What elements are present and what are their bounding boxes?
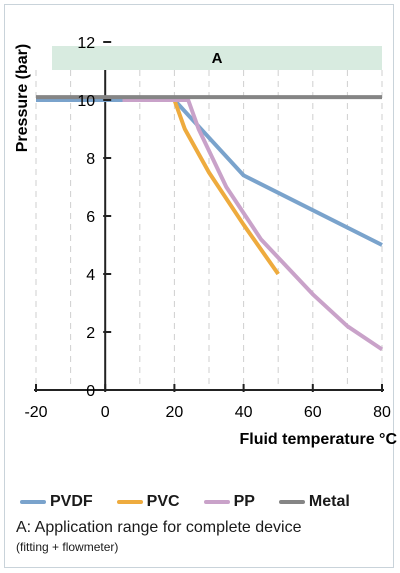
- y-tick-label: 0: [86, 383, 95, 400]
- legend-label: PVDF: [50, 493, 93, 510]
- series-lines: [36, 95, 384, 352]
- x-tick-label: 60: [304, 404, 322, 421]
- axes: [34, 70, 384, 391]
- y-axis-label: Pressure (bar): [14, 44, 31, 153]
- legend-item-pp: PP: [203, 493, 255, 511]
- legend-label: PP: [233, 493, 255, 510]
- pressure-temperature-chart: A -20 0 20 40 60 80 0 2 4 6 8 10 12 Fluid temperatur…: [14, 35, 397, 448]
- x-tick-label: 80: [373, 404, 391, 421]
- application-range-band: A: [52, 46, 382, 70]
- x-axis-label: Fluid temperature °C: [239, 431, 397, 448]
- y-tick-label: 2: [86, 325, 95, 342]
- y-tick-label: 4: [86, 267, 95, 284]
- band-label: A: [212, 50, 223, 67]
- legend-swatch: [203, 500, 230, 504]
- footnote-main: A: Application range for complete device: [16, 519, 302, 536]
- x-tick-label: 40: [235, 404, 253, 421]
- legend-label: PVC: [146, 493, 180, 510]
- y-tick-label: 12: [77, 35, 95, 52]
- legend-swatch: [116, 500, 143, 504]
- y-tick-label: 6: [86, 209, 95, 226]
- band-rect: [52, 46, 382, 70]
- legend-swatch: [278, 500, 305, 504]
- x-tick-label: 20: [166, 404, 184, 421]
- legend-swatch: [20, 500, 46, 504]
- legend: PVDF PVC PP Metal: [20, 491, 390, 513]
- x-tick-label: 0: [101, 404, 110, 421]
- x-tick-label: -20: [24, 404, 47, 421]
- y-tick-label: 10: [77, 93, 95, 110]
- figure-frame: [4, 4, 394, 568]
- legend-item-pvc: PVC: [116, 493, 180, 511]
- legend-item-metal: Metal: [278, 493, 350, 511]
- legend-label: Metal: [308, 493, 350, 510]
- tick-labels: -20 0 20 40 60 80 0 2 4 6 8 10 12: [24, 35, 391, 421]
- footnote: A: Application range for complete device…: [16, 518, 386, 556]
- series-line-pp: [122, 98, 384, 352]
- footnote-sub: (fitting + flowmeter): [16, 540, 119, 554]
- legend-item-pvdf: PVDF: [20, 493, 93, 511]
- y-tick-label: 8: [86, 151, 95, 168]
- grid-lines: [35, 70, 383, 390]
